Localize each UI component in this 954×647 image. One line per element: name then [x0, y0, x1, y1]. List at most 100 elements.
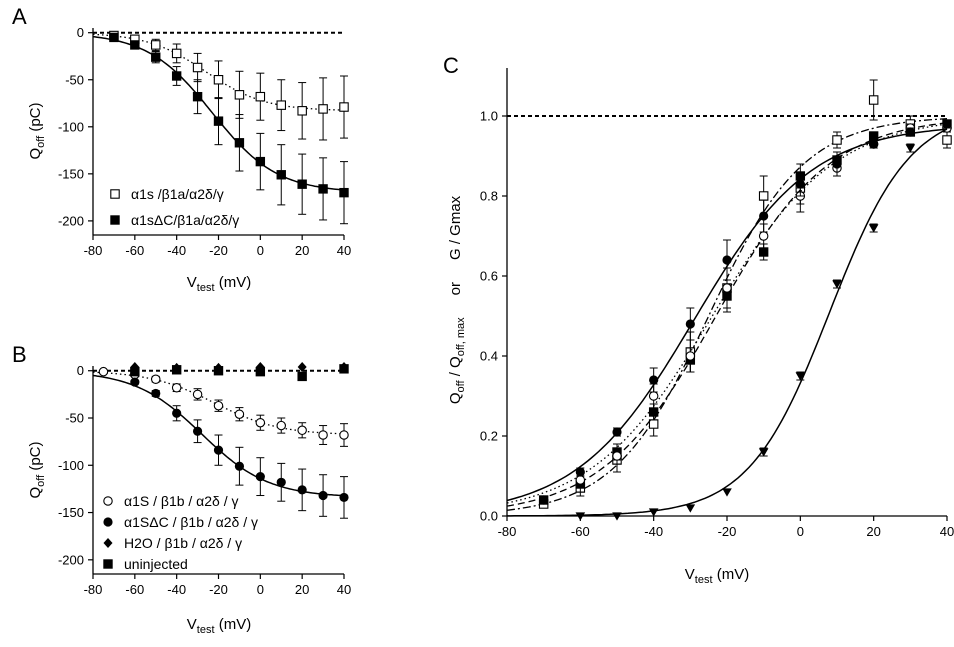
data-point [234, 138, 245, 148]
data-point [151, 374, 161, 384]
data-point [297, 371, 307, 382]
data-point [648, 419, 659, 429]
legend-item: uninjected [103, 556, 188, 572]
data-point [575, 467, 585, 477]
y-axis-label-sub: off [35, 474, 47, 487]
legend-item: α1s /β1a/α2δ/γ [110, 186, 224, 202]
y-axis-label-main: Q [447, 393, 464, 405]
data-point [868, 224, 879, 233]
x-tick-label: -40 [167, 243, 186, 258]
legend: α1s /β1a/α2δ/γ α1sΔC/β1a/α2δ/γ [110, 186, 239, 228]
data-point [318, 104, 328, 114]
panel-letter: B [12, 342, 27, 367]
x-tick-label: 0 [257, 243, 264, 258]
data-point [171, 382, 182, 393]
x-tick-label: 0 [797, 524, 804, 539]
legend-item: H2O / β1b / α2δ / γ [103, 535, 242, 551]
series-5 [507, 128, 948, 521]
data-point [612, 427, 622, 437]
legend-marker [103, 517, 113, 527]
x-axis-label-sub: test [695, 574, 713, 586]
data-point [318, 490, 328, 501]
data-point [255, 156, 266, 167]
data-point [832, 135, 842, 145]
data-point [172, 408, 182, 418]
x-axis-label: Vtest (mV) [187, 274, 251, 294]
x-tick-label: -20 [209, 243, 228, 258]
data-point [758, 448, 769, 457]
y-tick-label: -50 [65, 72, 84, 87]
x-tick-label: -80 [84, 243, 103, 258]
x-axis-label-unit: (mV) [215, 274, 252, 291]
data-point [151, 388, 161, 399]
data-point [832, 159, 842, 169]
data-point [905, 144, 916, 153]
y-tick-label: -100 [58, 119, 84, 134]
data-point [318, 184, 328, 194]
data-point [171, 71, 182, 81]
x-tick-label: 40 [940, 524, 954, 539]
x-axis-label-sub: test [197, 624, 215, 636]
y-axis-label: Qoff (pC) [27, 441, 47, 498]
data-point [276, 477, 286, 487]
data-point [255, 417, 266, 428]
x-tick-label: -20 [718, 524, 737, 539]
x-tick-label: 40 [337, 582, 351, 597]
series-1 [92, 30, 349, 141]
x-tick-label: -40 [644, 524, 663, 539]
data-point [234, 90, 245, 100]
data-point [339, 364, 349, 374]
legend-marker [103, 496, 113, 506]
y-tick-label: -200 [58, 213, 84, 228]
legend-label: α1S / β1b / α2δ / γ [124, 493, 239, 509]
data-point [192, 389, 203, 400]
data-point [759, 211, 769, 221]
legend-marker [103, 559, 113, 569]
data-point [575, 512, 586, 521]
data-point [575, 475, 586, 485]
series-2 [506, 119, 952, 507]
x-axis-label: Vtest (mV) [187, 616, 251, 636]
y-axis-label-or: or [447, 282, 464, 295]
data-point [297, 106, 307, 116]
x-axis-label-main: V [187, 274, 197, 291]
y-tick-label: -200 [58, 552, 84, 567]
data-point [255, 366, 266, 377]
data-point [98, 366, 109, 377]
data-point [213, 116, 224, 126]
legend-marker [110, 189, 120, 199]
data-point [171, 365, 182, 375]
data-point [171, 48, 182, 59]
x-axis-label-main: V [187, 616, 197, 633]
y-axis-label: Qoff (pC) [27, 102, 47, 159]
legend-item: α1S / β1b / α2δ / γ [103, 493, 239, 509]
panel-letter: C [443, 53, 459, 78]
data-point [130, 40, 140, 50]
y-axis-label-sub: off [35, 135, 47, 148]
y-axis-label-main: Q [27, 148, 44, 160]
data-point [213, 400, 224, 411]
data-point [192, 62, 203, 73]
legend-label: H2O / β1b / α2δ / γ [124, 535, 242, 551]
y-tick-label: -50 [65, 411, 84, 426]
x-axis-label-unit: (mV) [215, 616, 252, 633]
data-point [758, 231, 769, 241]
data-point [832, 280, 842, 289]
data-point [192, 426, 203, 436]
series-4 [506, 119, 952, 505]
fit-curve [507, 128, 948, 517]
x-tick-label: 20 [295, 243, 309, 258]
legend-label: α1SΔC / β1b / α2δ / γ [124, 514, 258, 530]
panel-letter: A [12, 4, 27, 29]
fit-curve [506, 128, 948, 502]
data-point [339, 187, 349, 198]
data-point [297, 179, 307, 189]
data-point [612, 512, 622, 521]
x-tick-label: -60 [571, 524, 590, 539]
legend-item: α1sΔC/β1a/α2δ/γ [110, 212, 239, 228]
y-tick-label: 0.6 [480, 269, 498, 284]
data-point [942, 135, 952, 145]
y-tick-label: 0.4 [480, 349, 498, 364]
data-point [648, 508, 659, 517]
